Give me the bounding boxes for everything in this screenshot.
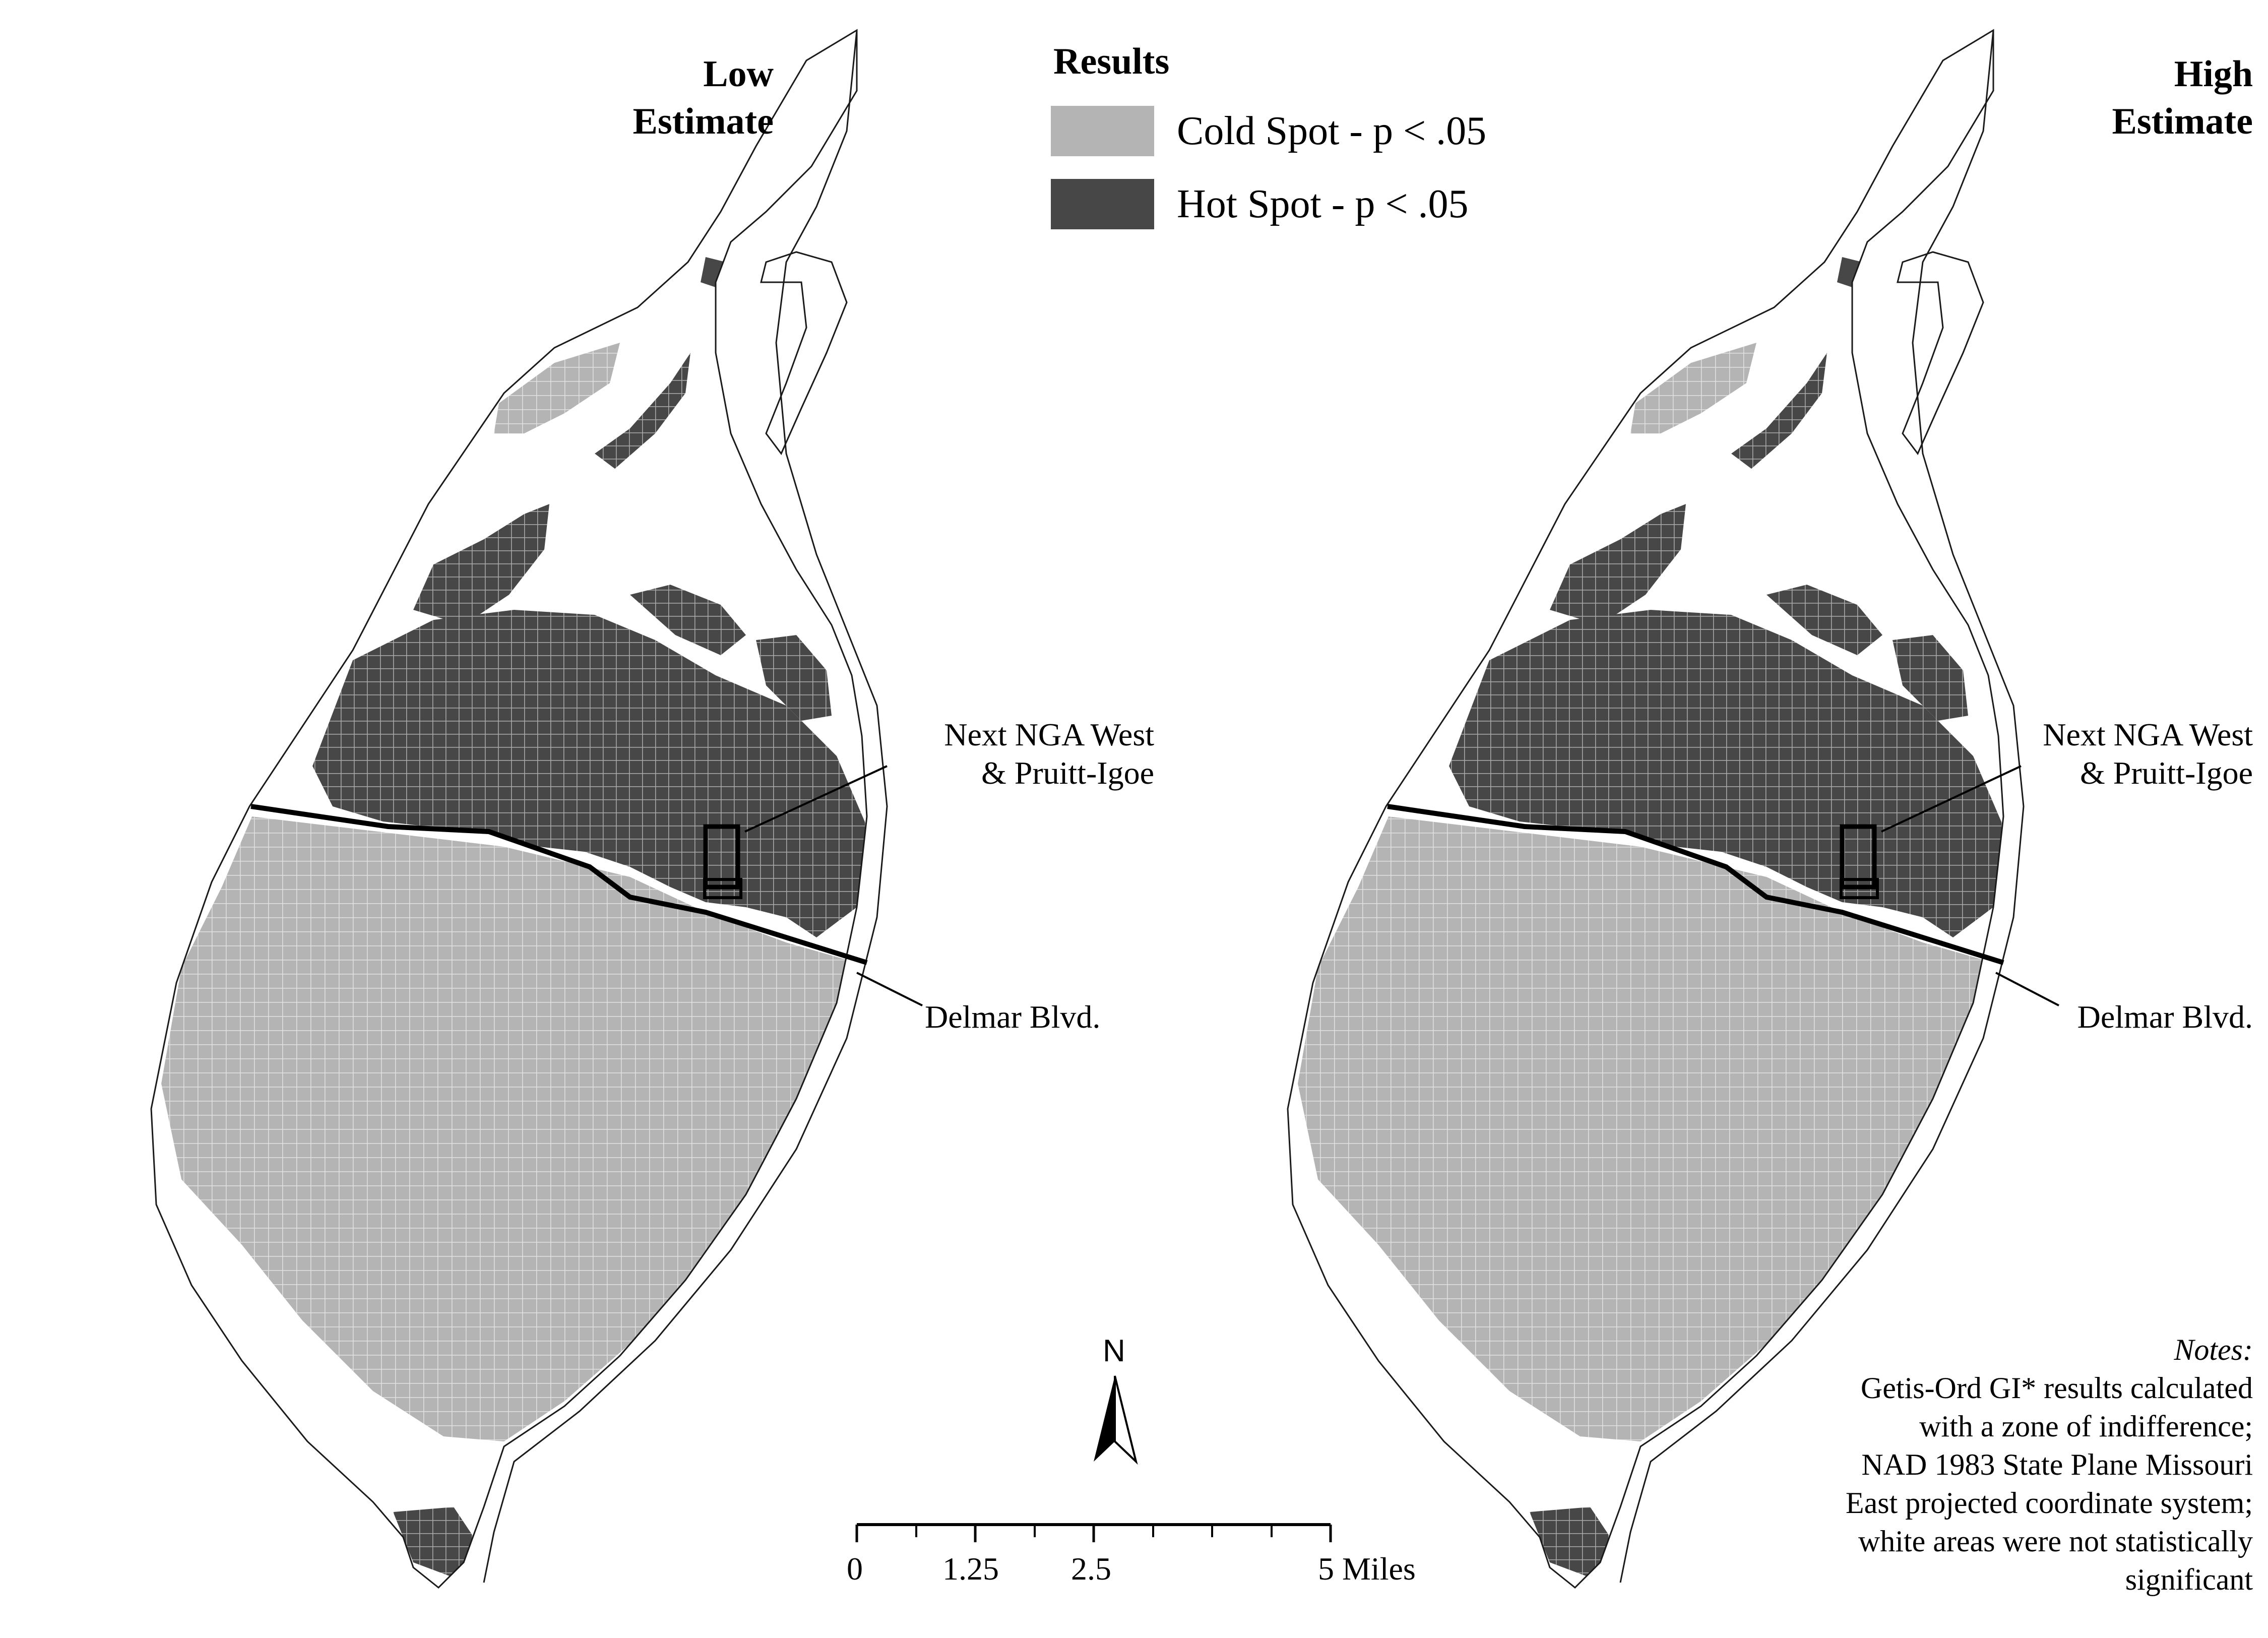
high-title-line2: Estimate — [2112, 101, 2253, 142]
scale-label-0: 0 — [847, 1551, 863, 1587]
legend-title: Results — [1053, 41, 1170, 82]
notes-heading: Notes: — [2174, 1333, 2253, 1366]
north-arrow-icon — [1094, 1375, 1138, 1465]
site-label-line1: Next NGA West — [944, 717, 1154, 752]
low-estimate-title: Low Estimate — [633, 50, 774, 145]
site-label-line2: & Pruitt-Igoe — [981, 755, 1154, 791]
notes-line: significant — [2125, 1563, 2253, 1596]
site-label-left: Next NGA West & Pruitt-Igoe — [944, 716, 1154, 792]
notes-line: East projected coordinate system; — [1845, 1486, 2253, 1520]
cold-spot-label: Cold Spot - p < .05 — [1177, 109, 1487, 153]
notes-line: with a zone of indifference; — [1919, 1410, 2253, 1443]
notes-line: NAD 1983 State Plane Missouri — [1861, 1448, 2253, 1481]
notes-line: white areas were not statistically — [1858, 1525, 2253, 1558]
scale-label-1-25: 1.25 — [942, 1551, 999, 1587]
notes-block: Notes: Getis-Ord GI* results calculated … — [1846, 1331, 2253, 1599]
scale-label-2-5: 2.5 — [1071, 1551, 1111, 1587]
site-leader-line-right — [1881, 765, 2022, 833]
road-leader-line-left — [856, 972, 923, 1006]
road-label-left: Delmar Blvd. — [925, 999, 1101, 1035]
high-estimate-title: High Estimate — [2112, 50, 2253, 145]
road-leader-line-right — [1995, 972, 2059, 1006]
low-title-line1: Low — [703, 53, 774, 95]
site-label-right: Next NGA West & Pruitt-Igoe — [2043, 716, 2253, 792]
scale-label-5-miles: 5 Miles — [1318, 1551, 1416, 1587]
site-label-line1: Next NGA West — [2043, 717, 2253, 752]
site-leader-line-left — [744, 765, 888, 833]
high-title-line1: High — [2174, 53, 2253, 95]
hot-spot-label: Hot Spot - p < .05 — [1177, 182, 1469, 226]
low-title-line2: Estimate — [633, 101, 774, 142]
hot-spot-swatch — [1051, 179, 1154, 229]
north-label: N — [1103, 1334, 1125, 1368]
scale-bar — [855, 1523, 1332, 1542]
low-estimate-map — [151, 30, 887, 1588]
road-label-right: Delmar Blvd. — [2077, 999, 2253, 1035]
cold-spot-swatch — [1051, 106, 1154, 156]
notes-line: Getis-Ord GI* results calculated — [1860, 1371, 2253, 1405]
site-label-line2: & Pruitt-Igoe — [2080, 755, 2253, 791]
